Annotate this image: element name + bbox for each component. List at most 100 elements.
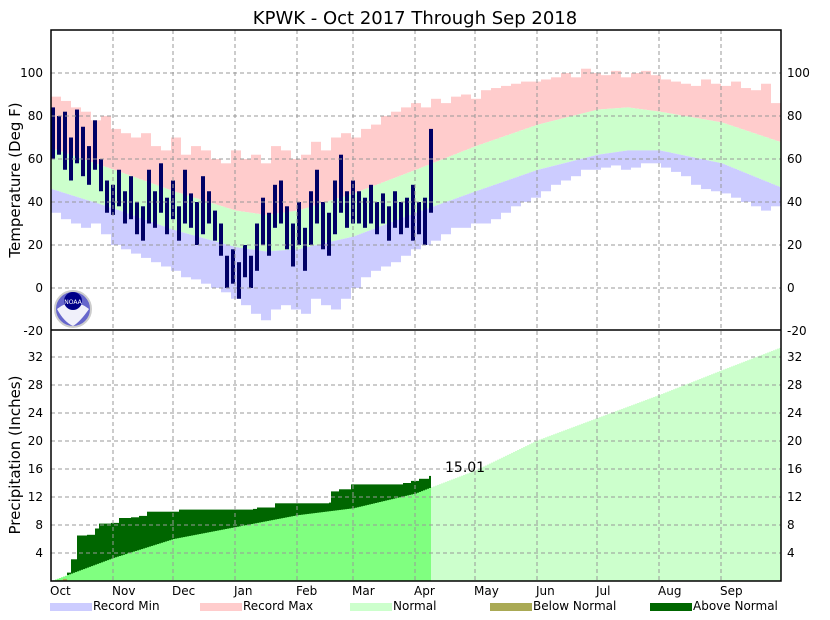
normal-precip-future-bar (647, 399, 649, 581)
normal-precip-bar (363, 505, 365, 581)
normal-temp-bar (339, 197, 341, 240)
normal-temp-bar (483, 143, 485, 189)
above-normal-bar (129, 518, 131, 581)
observed-temp-bar (321, 202, 325, 250)
normal-precip-bar (215, 530, 217, 581)
record-min-bar (507, 180, 509, 213)
record-max-bar (123, 133, 125, 174)
temp-tick-label: 20 (28, 238, 43, 252)
normal-precip-future-bar (675, 388, 677, 581)
record-min-bar (145, 219, 147, 258)
record-max-bar (419, 103, 421, 169)
record-max-bar (721, 85, 723, 123)
normal-precip-bar (379, 502, 381, 581)
normal-precip-bar (231, 527, 233, 581)
normal-precip-bar (423, 490, 425, 581)
record-max-bar (697, 85, 699, 119)
normal-precip-future-bar (553, 434, 555, 581)
normal-temp-bar (91, 162, 93, 202)
normal-temp-bar (245, 212, 247, 249)
normal-precip-future-bar (539, 439, 541, 581)
record-max-bar (465, 94, 467, 151)
normal-temp-bar (621, 107, 623, 152)
record-max-bar (529, 81, 531, 128)
record-max-bar (729, 85, 731, 126)
normal-temp-bar (611, 108, 613, 153)
normal-precip-bar (327, 511, 329, 581)
record-max-bar (565, 73, 567, 118)
record-max-bar (345, 133, 347, 196)
legend-label: Below Normal (533, 599, 616, 613)
record-max-bar (447, 103, 449, 158)
record-min-bar (465, 194, 467, 228)
record-min-bar (771, 183, 773, 207)
normal-temp-bar (549, 121, 551, 167)
record-min-bar (211, 240, 213, 288)
record-max-bar (311, 141, 313, 207)
normal-temp-bar (773, 139, 775, 185)
normal-precip-future-bar (487, 464, 489, 581)
normal-precip-bar (353, 508, 355, 581)
record-max-bar (553, 77, 555, 121)
record-max-bar (613, 70, 615, 109)
record-min-bar (349, 237, 351, 299)
normal-precip-bar (415, 493, 417, 581)
normal-temp-bar (445, 157, 447, 202)
normal-temp-bar (247, 212, 249, 249)
normal-temp-bar (507, 135, 509, 181)
record-min-bar (563, 163, 565, 181)
normal-precip-future-bar (457, 477, 459, 581)
record-min-bar (497, 183, 499, 220)
record-min-bar (89, 200, 91, 228)
normal-precip-bar (141, 549, 143, 581)
precip-tick-label-right: 4 (787, 546, 795, 560)
normal-temp-bar (561, 118, 563, 164)
record-min-bar (683, 155, 685, 177)
record-min-bar (479, 189, 481, 224)
normal-precip-future-bar (701, 378, 703, 581)
normal-precip-bar (101, 562, 103, 581)
record-min-bar (433, 206, 435, 241)
record-max-bar (741, 88, 743, 130)
record-max-bar (513, 83, 515, 133)
record-min-bar (685, 155, 687, 177)
precip-tick-label-right: 24 (787, 406, 802, 420)
precip-tick-label: 16 (28, 462, 43, 476)
record-min-bar (675, 153, 677, 172)
normal-precip-bar (409, 494, 411, 581)
record-max-bar (559, 77, 561, 120)
month-tick-label: Apr (414, 584, 435, 598)
normal-precip-bar (293, 515, 295, 581)
temp-tick-label-right: 60 (787, 152, 802, 166)
record-min-bar (137, 217, 139, 254)
record-max-bar (347, 133, 349, 196)
record-min-bar (561, 163, 563, 181)
record-min-bar (369, 230, 371, 278)
record-max-bar (659, 75, 661, 112)
normal-temp-bar (613, 108, 615, 153)
normal-temp-bar (143, 180, 145, 220)
record-min-bar (587, 157, 589, 170)
normal-precip-bar (373, 503, 375, 581)
normal-precip-bar (201, 533, 203, 581)
record-min-bar (127, 213, 129, 250)
record-min-bar (317, 244, 319, 299)
record-max-bar (85, 111, 87, 161)
precip-tick-label-right: 28 (787, 378, 802, 392)
record-max-bar (663, 79, 665, 113)
normal-temp-bar (239, 211, 241, 248)
record-max-bar (517, 83, 519, 132)
record-min-bar (725, 164, 727, 194)
normal-precip-future-bar (715, 372, 717, 581)
normal-precip-future-bar (627, 406, 629, 581)
normal-precip-bar (191, 535, 193, 581)
record-max-bar (633, 73, 635, 109)
normal-precip-bar (225, 529, 227, 581)
record-max-bar (551, 77, 553, 122)
normal-precip-bar (63, 576, 65, 581)
record-max-bar (471, 98, 473, 148)
record-max-bar (535, 81, 537, 126)
record-max-bar (305, 154, 307, 209)
normal-precip-future-bar (583, 423, 585, 581)
normal-precip-bar (305, 514, 307, 581)
